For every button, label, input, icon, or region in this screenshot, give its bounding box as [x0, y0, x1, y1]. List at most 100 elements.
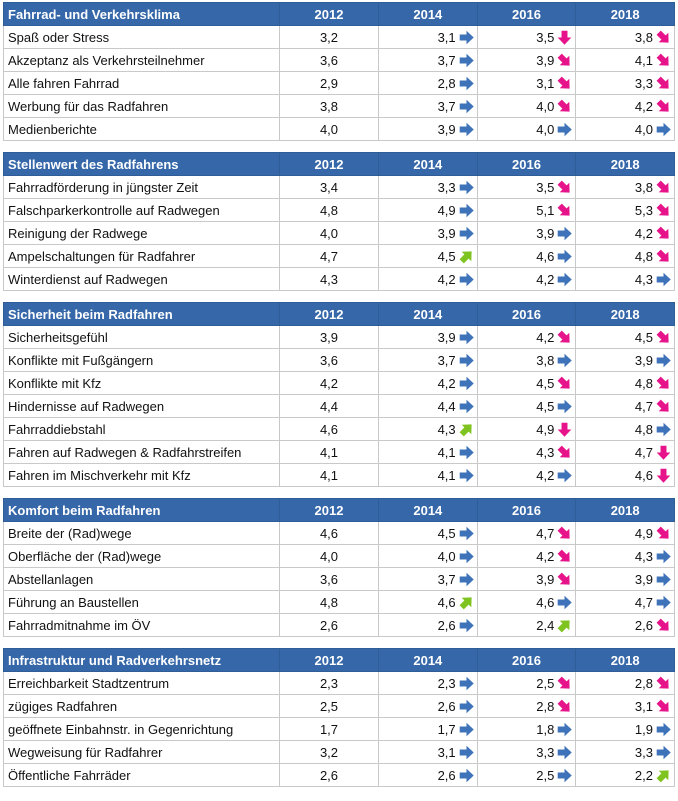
criterion-label: Fahren im Mischverkehr mit Kfz: [3, 463, 280, 487]
value-cell: 2,6: [378, 763, 478, 787]
arrow-right-blue-icon: [458, 271, 475, 288]
section-header: Fahrrad- und Verkehrsklima 2012 2014 2016 20…: [3, 2, 675, 26]
year-header: 2018: [575, 2, 675, 26]
arrow-down-right-magenta-icon: [655, 375, 672, 392]
rating-value: 3,9: [634, 352, 653, 368]
value-cell: 3,9: [378, 325, 478, 349]
arrow-right-blue-icon: [556, 767, 573, 784]
arrow-down-magenta-icon: [556, 421, 573, 438]
arrow-right-blue-icon: [458, 52, 475, 69]
value-cell: 4,0: [476, 94, 577, 118]
criterion-label: Akzeptanz als Verkehrsteilnehmer: [3, 48, 280, 72]
arrow-down-right-magenta-icon: [556, 375, 573, 392]
value-cell: 4,2: [476, 544, 577, 568]
criterion-label: geöffnete Einbahnstr. in Gegenrichtung: [3, 717, 280, 741]
criterion-label: Falschparkerkontrolle auf Radwegen: [3, 198, 280, 222]
rating-value: 3,8: [536, 352, 555, 368]
rating-value: 4,8: [634, 421, 653, 437]
arrow-right-blue-icon: [655, 352, 672, 369]
rating-value: 3,7: [437, 52, 456, 68]
value-cell: 4,2: [575, 94, 675, 118]
rating-value: 2,6: [437, 617, 456, 633]
arrow-right-blue-icon: [556, 225, 573, 242]
rating-value: 4,8: [634, 375, 653, 391]
arrow-down-right-magenta-icon: [655, 202, 672, 219]
arrow-right-blue-icon: [458, 548, 475, 565]
value-cell: 3,7: [378, 348, 478, 372]
year-header: 2016: [476, 648, 577, 672]
table-row: Alle fahren Fahrrad 2,9 2,8 3,1 3,3: [3, 71, 675, 95]
value-2012: 2,5: [279, 694, 379, 718]
rating-value: 3,1: [536, 75, 555, 91]
arrow-down-right-magenta-icon: [655, 248, 672, 265]
arrow-down-right-magenta-icon: [556, 444, 573, 461]
criterion-label: Fahrradförderung in jüngster Zeit: [3, 175, 280, 199]
value-cell: 4,1: [378, 463, 478, 487]
value-cell: 4,0: [378, 544, 478, 568]
rating-value: 3,9: [634, 571, 653, 587]
value-cell: 4,9: [476, 417, 577, 441]
rating-value: 4,2: [536, 329, 555, 345]
value-cell: 2,6: [378, 694, 478, 718]
criterion-label: Alle fahren Fahrrad: [3, 71, 280, 95]
arrow-down-magenta-icon: [655, 467, 672, 484]
value-2012: 4,1: [279, 463, 379, 487]
value-2012: 3,8: [279, 94, 379, 118]
rating-value: 4,5: [437, 525, 456, 541]
value-2012: 3,2: [279, 25, 379, 49]
value-cell: 3,9: [476, 48, 577, 72]
value-2012: 3,2: [279, 740, 379, 764]
criterion-label: Medienberichte: [3, 117, 280, 141]
arrow-down-right-magenta-icon: [655, 329, 672, 346]
arrow-down-magenta-icon: [655, 444, 672, 461]
value-2012: 4,6: [279, 417, 379, 441]
value-cell: 4,2: [575, 221, 675, 245]
value-cell: 2,3: [378, 671, 478, 695]
table-row: Breite der (Rad)wege 4,6 4,5 4,7 4,9: [3, 521, 675, 545]
table-row: Winterdienst auf Radwegen 4,3 4,2 4,2 4,3: [3, 267, 675, 291]
value-2012: 4,4: [279, 394, 379, 418]
section-table: Stellenwert des Radfahrens 2012 2014 2016 20…: [3, 152, 675, 291]
arrow-up-right-green-icon: [458, 248, 475, 265]
rating-value: 3,3: [634, 75, 653, 91]
year-header: 2018: [575, 152, 675, 176]
rating-report: Fahrrad- und Verkehrsklima 2012 2014 2016 20…: [3, 2, 675, 787]
criterion-label: Sicherheitsgefühl: [3, 325, 280, 349]
value-cell: 1,9: [575, 717, 675, 741]
rating-value: 1,7: [437, 721, 456, 737]
table-row: geöffnete Einbahnstr. in Gegenrichtung 1,…: [3, 717, 675, 741]
rating-value: 4,3: [634, 548, 653, 564]
arrow-down-right-magenta-icon: [556, 179, 573, 196]
arrow-right-blue-icon: [458, 617, 475, 634]
rating-value: 5,3: [634, 202, 653, 218]
value-2012: 3,9: [279, 325, 379, 349]
arrow-right-blue-icon: [458, 225, 475, 242]
table-row: Öffentliche Fahrräder 2,6 2,6 2,5 2,2: [3, 763, 675, 787]
section-table: Sicherheit beim Radfahren 2012 2014 2016 201…: [3, 302, 675, 487]
rating-value: 3,5: [536, 179, 555, 195]
arrow-right-blue-icon: [556, 121, 573, 138]
rating-value: 3,9: [536, 571, 555, 587]
arrow-right-blue-icon: [556, 467, 573, 484]
table-row: Fahrradmitnahme im ÖV 2,6 2,6 2,4 2,6: [3, 613, 675, 637]
value-cell: 4,9: [575, 521, 675, 545]
rating-value: 4,5: [536, 375, 555, 391]
arrow-right-blue-icon: [458, 444, 475, 461]
rating-value: 4,9: [634, 525, 653, 541]
value-cell: 4,6: [476, 590, 577, 614]
arrow-right-blue-icon: [655, 594, 672, 611]
arrow-down-right-magenta-icon: [655, 398, 672, 415]
value-cell: 3,9: [378, 117, 478, 141]
value-2012: 2,6: [279, 763, 379, 787]
rating-value: 4,9: [536, 421, 555, 437]
value-cell: 4,0: [476, 117, 577, 141]
rating-value: 4,2: [437, 271, 456, 287]
arrow-down-right-magenta-icon: [556, 571, 573, 588]
arrow-right-blue-icon: [458, 467, 475, 484]
value-cell: 2,5: [476, 763, 577, 787]
criterion-label: Ampelschaltungen für Radfahrer: [3, 244, 280, 268]
arrow-right-blue-icon: [458, 75, 475, 92]
rating-value: 3,7: [437, 98, 456, 114]
arrow-down-right-magenta-icon: [655, 617, 672, 634]
rating-value: 5,1: [536, 202, 555, 218]
